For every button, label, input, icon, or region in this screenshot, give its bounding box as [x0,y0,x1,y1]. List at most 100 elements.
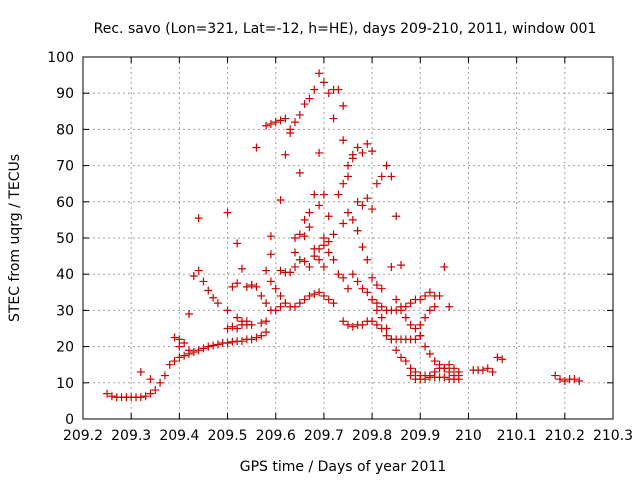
data-point [416,331,425,340]
data-point [440,364,449,373]
x-tick-label: 210.3 [593,428,633,444]
data-point [556,375,564,384]
data-point [358,243,367,252]
data-point [425,371,434,380]
data-point [421,375,430,384]
data-point [223,338,232,347]
x-tick-label: 210 [455,428,482,444]
data-point [406,371,415,380]
data-point [262,328,271,337]
data-point [421,342,430,351]
data-point [421,291,430,300]
x-tick-label: 210.1 [497,428,537,444]
y-tick-label: 20 [56,340,74,356]
data-point [339,273,348,282]
data-point [233,239,242,248]
data-point [300,295,309,304]
data-point [300,257,309,266]
data-point [339,317,348,326]
data-point [194,346,203,355]
x-tick-label: 209.3 [111,428,151,444]
data-point [348,154,357,163]
data-point [324,237,333,246]
data-point [363,194,372,203]
data-point [228,337,237,346]
data-point [286,268,295,277]
data-point [257,319,266,328]
data-point [315,255,324,264]
data-point [329,230,338,239]
data-point [483,364,492,373]
data-point [344,320,352,329]
data-point [281,114,290,123]
data-point [170,357,179,366]
x-tick-label: 209.7 [304,428,344,444]
data-point [450,364,458,373]
data-point [271,284,280,293]
data-point [401,357,410,366]
data-point [319,241,328,250]
data-point [310,85,319,94]
data-point [551,371,560,380]
data-point [411,367,420,376]
data-point [319,190,328,199]
data-point [141,392,150,401]
data-point [319,234,328,242]
data-point [397,261,405,270]
data-point [430,367,439,376]
data-point [344,161,352,170]
x-tick-label: 209.2 [63,428,103,444]
data-point [271,306,280,315]
data-point [213,299,222,308]
y-tick-label: 30 [56,303,74,319]
data-point [295,230,304,239]
data-point [315,288,324,297]
data-point [319,78,328,87]
data-point [262,266,271,275]
data-points [103,69,584,402]
data-point [107,392,116,401]
data-point [252,282,261,291]
data-point [372,281,381,290]
data-point [560,376,569,385]
y-tick-label: 80 [56,122,74,138]
data-point [353,197,362,206]
data-point [151,386,160,395]
data-point [358,320,367,329]
data-point [247,320,256,329]
y-tick-label: 40 [56,267,74,283]
data-point [368,147,377,156]
data-point [223,324,232,333]
data-point [300,215,309,224]
data-point [358,148,367,157]
data-point [392,212,401,221]
data-point [445,302,454,311]
data-point [392,295,401,304]
data-point [334,85,343,94]
data-point [175,353,184,362]
data-point [425,306,434,315]
data-point [406,320,415,329]
data-point [247,281,256,290]
x-tick-label: 209.6 [256,428,296,444]
data-point [372,299,381,308]
data-point [257,291,266,300]
data-point [233,279,242,288]
data-point [170,333,179,342]
data-point [266,232,275,241]
data-point [570,375,579,384]
data-point [252,333,261,342]
data-point [339,101,348,110]
data-point [498,355,507,364]
data-point [271,118,280,127]
data-point [416,320,425,329]
data-point [291,302,299,311]
data-point [305,208,314,217]
data-point [454,367,463,376]
data-point [242,282,251,291]
data-point [368,273,377,282]
data-point [276,302,285,311]
data-point [276,116,285,125]
x-tick-label: 209.5 [207,428,247,444]
data-point [339,219,348,228]
